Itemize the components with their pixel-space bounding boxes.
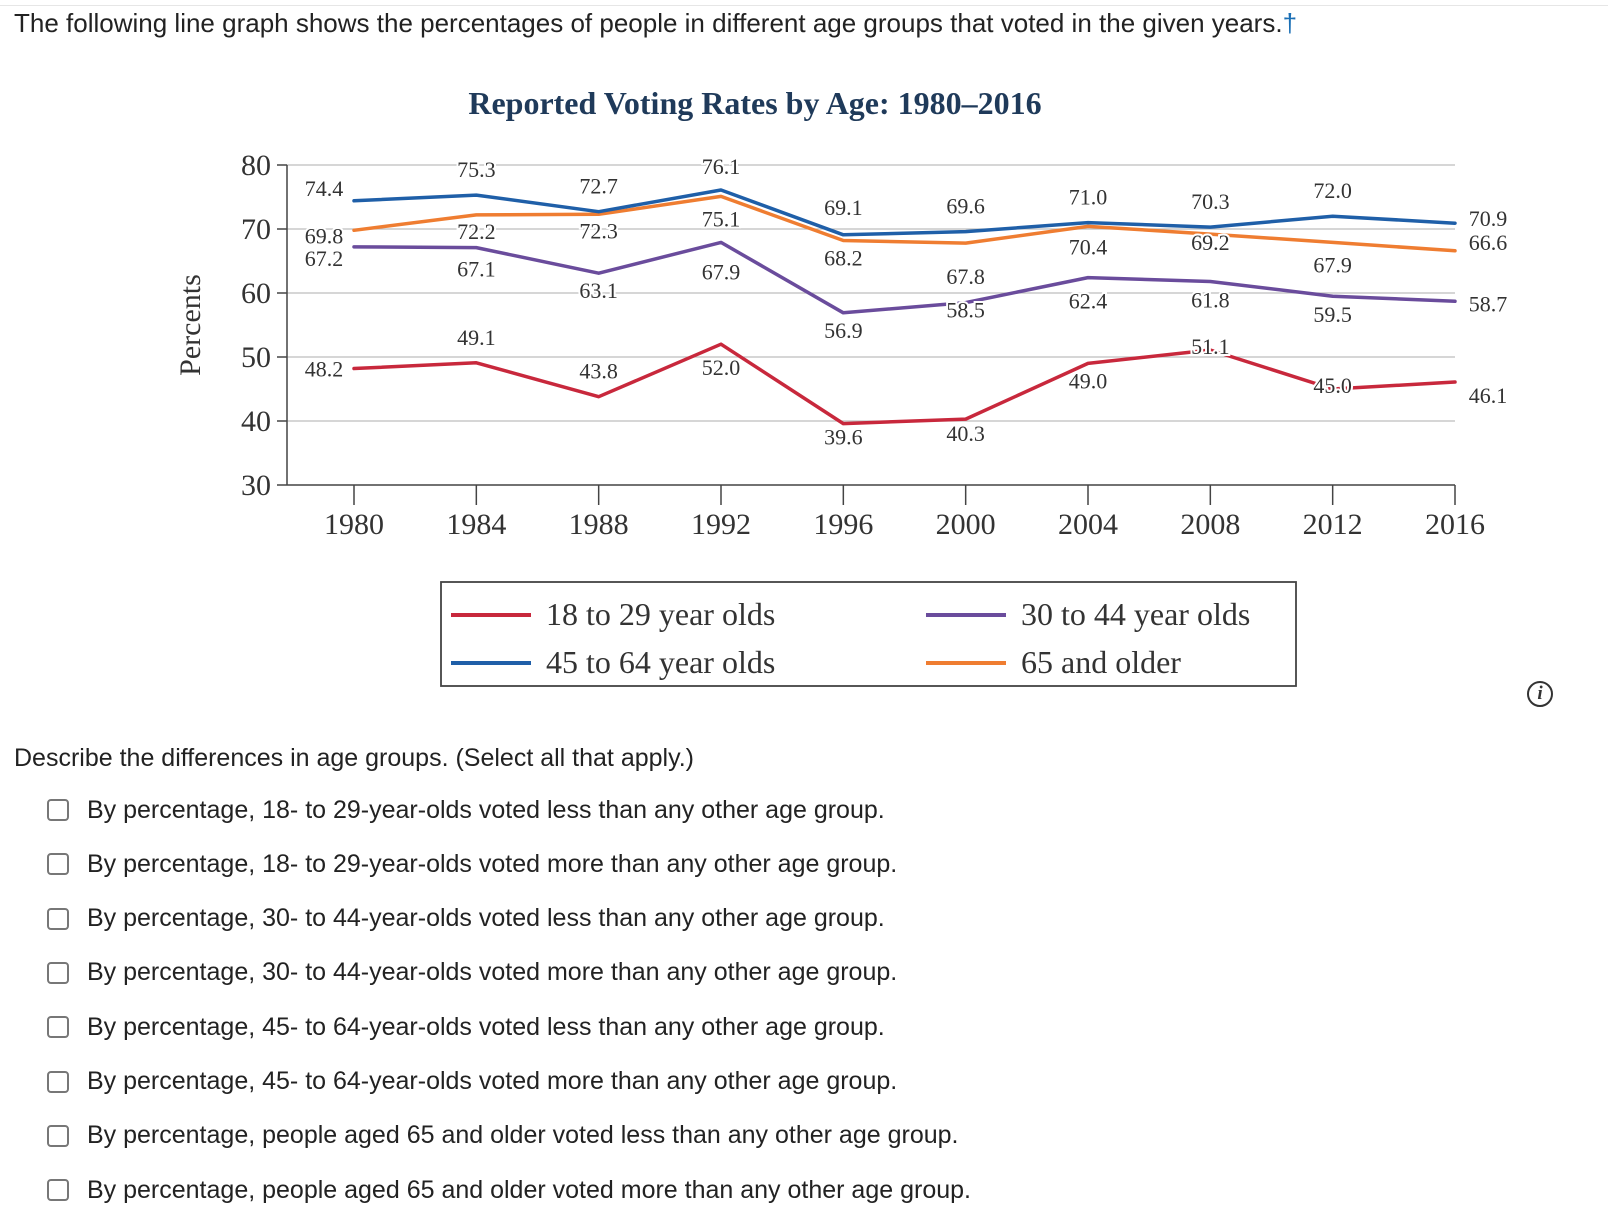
legend-label: 45 to 64 year olds [546,644,775,680]
y-tick-label: 60 [241,277,271,310]
data-label: 69.2 [1191,230,1230,255]
y-tick-label: 80 [241,149,271,182]
data-label: 69.1 [824,195,863,220]
data-label: 70.3 [1191,189,1230,214]
answer-option[interactable]: By percentage, people aged 65 and older … [47,1116,958,1156]
answer-checkbox[interactable] [47,1124,69,1147]
data-label: 67.2 [305,246,344,271]
answer-option[interactable]: By percentage, 45- to 64-year-olds voted… [47,1062,897,1102]
series-line [352,194,1457,253]
chart-title: Reported Voting Rates by Age: 1980–2016 [468,85,1041,121]
data-label: 72.3 [579,218,618,243]
info-icon[interactable]: i [1527,681,1553,707]
data-label: 56.9 [824,318,863,343]
x-tick-label: 2000 [936,508,996,541]
answer-option[interactable]: By percentage, people aged 65 and older … [47,1170,971,1210]
data-label: 62.4 [1069,289,1108,314]
answer-option-label[interactable]: By percentage, 45- to 64-year-olds voted… [87,1067,898,1095]
data-label: 76.1 [702,154,741,179]
answer-checkbox[interactable] [47,799,69,821]
data-label: 70.4 [1069,234,1108,259]
x-tick-label: 2016 [1425,508,1485,541]
data-label: 67.9 [702,259,741,284]
data-label: 67.8 [946,264,985,289]
data-label: 59.5 [1313,302,1352,327]
data-label: 49.1 [457,325,496,350]
data-label: 49.0 [1069,368,1108,393]
x-tick-label: 2012 [1303,508,1363,541]
answer-checkbox[interactable] [47,1179,69,1202]
data-label: 43.8 [579,359,618,384]
data-label: 70.9 [1469,206,1508,231]
y-axis-label: Percents [174,274,207,376]
data-label: 52.0 [702,355,741,380]
data-label: 61.8 [1191,287,1230,312]
intro-text: The following line graph shows the perce… [14,8,1298,38]
answer-option-label[interactable]: By percentage, 30- to 44-year-olds voted… [87,958,898,987]
answer-option-label[interactable]: By percentage, people aged 65 and older … [87,1121,959,1150]
x-tick-label: 2004 [1058,508,1118,541]
data-label: 58.5 [946,298,985,323]
answer-option[interactable]: By percentage, 30- to 44-year-olds voted… [47,899,885,939]
data-label: 58.7 [1469,291,1508,316]
data-label: 39.6 [824,425,863,450]
data-label: 72.2 [457,219,496,244]
answer-option[interactable]: By percentage, 30- to 44-year-olds voted… [47,953,897,993]
x-tick-label: 1988 [569,508,629,541]
data-label: 68.2 [824,246,863,271]
x-tick-label: 1984 [446,508,506,541]
answer-checkbox[interactable] [47,907,69,930]
legend-label: 30 to 44 year olds [1021,596,1250,632]
y-tick-label: 50 [241,341,271,374]
data-label: 46.1 [1469,383,1508,408]
answer-checkbox[interactable] [47,1070,69,1093]
answer-checkbox[interactable] [47,961,69,984]
legend-box [440,581,1297,687]
legend-label: 65 and older [1021,644,1181,680]
x-tick-label: 1992 [691,508,751,541]
x-tick-label: 1996 [813,508,873,541]
data-label: 72.7 [579,174,618,199]
footnote-marker[interactable]: † [1282,8,1298,38]
data-label: 45.0 [1313,373,1352,398]
x-tick-label: 2008 [1180,508,1240,541]
series-line [352,240,1457,315]
answer-option[interactable]: By percentage, 18- to 29-year-olds voted… [47,844,897,884]
y-tick-label: 30 [241,469,271,502]
answer-option-label[interactable]: By percentage, 18- to 29-year-olds voted… [87,849,898,878]
data-label: 66.6 [1469,230,1508,255]
data-label: 75.1 [702,206,741,231]
data-label: 51.1 [1191,334,1230,359]
answer-checkbox[interactable] [47,853,69,876]
data-label: 40.3 [946,421,985,446]
answer-option-label[interactable]: By percentage, 30- to 44-year-olds voted… [87,904,885,933]
series-line [352,188,1457,237]
data-label: 74.4 [305,176,344,201]
answer-option[interactable]: By percentage, 45- to 64-year-olds voted… [47,1007,885,1047]
data-label: 67.9 [1313,252,1352,277]
answer-checkbox[interactable] [47,1016,69,1039]
answer-option[interactable]: By percentage, 18- to 29-year-olds voted… [47,790,885,830]
x-tick-label: 1980 [324,508,384,541]
top-divider [0,5,1608,6]
answer-option-label[interactable]: By percentage, people aged 65 and older … [87,1175,971,1204]
voting-rates-chart: Reported Voting Rates by Age: 1980–2016 3… [174,85,1509,687]
y-tick-label: 40 [241,405,271,438]
series-line [352,342,1457,426]
data-label: 63.1 [579,278,618,303]
answer-option-label[interactable]: By percentage, 18- to 29-year-olds voted… [87,795,885,824]
data-label: 69.6 [946,194,985,219]
data-label: 67.1 [457,257,496,282]
data-label: 69.8 [305,223,344,248]
y-tick-label: 70 [241,213,271,246]
legend-label: 18 to 29 year olds [546,596,775,632]
data-label: 72.0 [1313,178,1352,203]
data-label: 75.3 [457,157,496,182]
data-label: 71.0 [1069,185,1108,210]
data-label: 48.2 [305,357,344,382]
question-text: Describe the differences in age groups. … [14,744,695,772]
answer-option-label[interactable]: By percentage, 45- to 64-year-olds voted… [87,1012,885,1041]
